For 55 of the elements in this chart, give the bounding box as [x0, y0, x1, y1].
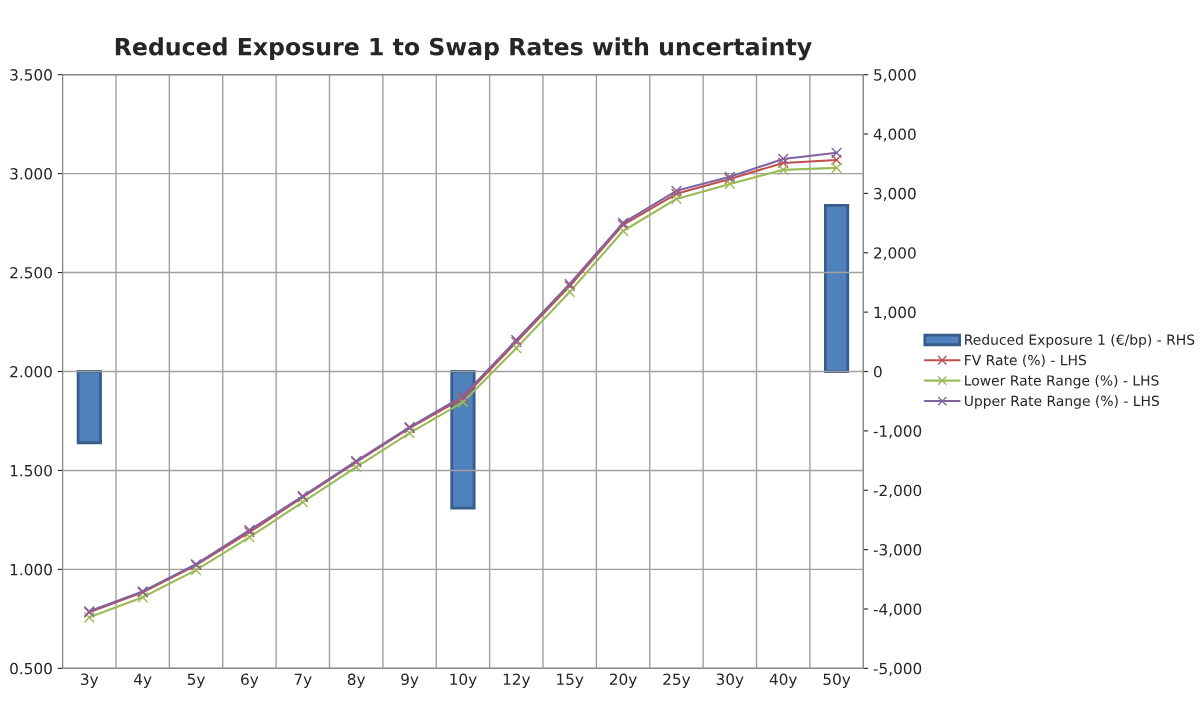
x-tick-label: 50y — [823, 673, 851, 688]
x-tick-label: 12y — [503, 673, 531, 688]
point — [831, 162, 843, 174]
chart-title: Reduced Exposure 1 to Swap Rates with uncertainty — [115, 37, 812, 61]
y2-tick-label: 3,000 — [874, 187, 916, 201]
point — [831, 147, 843, 159]
y-tick-label: 1.000 — [10, 563, 52, 576]
point — [831, 154, 843, 166]
point — [724, 178, 736, 190]
point — [297, 496, 309, 508]
point — [777, 153, 789, 165]
x-tick-label: 30y — [716, 673, 744, 688]
legend-label: Lower Rate Range (%) - LHS — [965, 374, 1159, 389]
y2-tick-label: -1,000 — [873, 425, 922, 439]
legend-label: FV Rate (%) - LHS — [965, 354, 1087, 367]
x-tick-label: 20y — [609, 673, 637, 688]
y2-tick-label: 5,000 — [874, 69, 916, 83]
x-tick-label: 3y — [81, 673, 99, 688]
y2-tick-label: -2,000 — [873, 484, 922, 498]
y2-tick-label: -5,000 — [873, 662, 922, 676]
x-tick-label: 4y — [134, 673, 152, 688]
y-tick-label: 2.000 — [10, 365, 52, 378]
y2-tick-label: 2,000 — [874, 247, 916, 261]
point — [564, 286, 576, 298]
y2-tick-label: 4,000 — [873, 128, 916, 142]
x-tick-label: 25y — [663, 673, 691, 688]
y-tick-label: 1.500 — [10, 464, 52, 477]
y2-tick-label: 1,000 — [874, 306, 916, 320]
y2-tick-label: -4,000 — [873, 603, 922, 617]
x-tick-label: 7y — [294, 673, 312, 688]
point — [83, 611, 95, 623]
point — [777, 164, 789, 176]
x-tick-label: 6y — [241, 673, 259, 688]
point — [350, 461, 362, 473]
point — [243, 531, 255, 543]
y-tick-label: 0.500 — [10, 662, 52, 675]
x-tick-label: 9y — [401, 673, 419, 688]
x-tick-label: 8y — [347, 673, 366, 688]
x-tick-label: 5y — [187, 673, 205, 688]
y2-tick-label: -3,000 — [873, 544, 922, 558]
y-tick-label: 2.500 — [10, 267, 52, 279]
y-tick-label: 3.000 — [10, 168, 52, 180]
x-tick-label: 40y — [769, 673, 797, 688]
point — [670, 193, 683, 205]
legend-label: Upper Rate Range (%) - LHS — [964, 395, 1160, 409]
legend-label: Reduced Exposure 1 (€/bp) - RHS — [965, 334, 1195, 348]
point — [404, 427, 416, 439]
point — [777, 157, 789, 169]
y2-tick-label: 0 — [874, 365, 882, 378]
x-tick-label: 10y — [450, 673, 477, 688]
point — [617, 225, 629, 237]
y-tick-label: 3.500 — [10, 69, 52, 81]
x-tick-label: 15y — [557, 673, 584, 688]
point — [457, 396, 469, 408]
point — [510, 342, 522, 354]
